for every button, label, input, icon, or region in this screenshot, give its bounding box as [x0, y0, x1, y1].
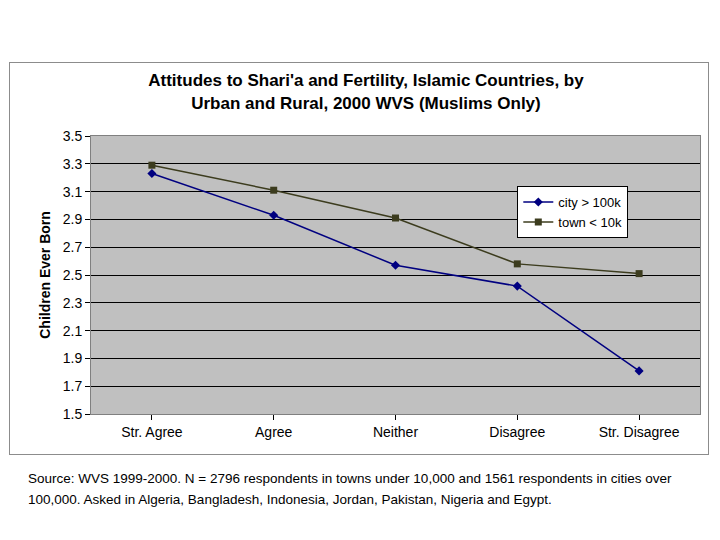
svg-text:3.3: 3.3	[63, 156, 83, 172]
html-text:Source: WVS 1999-2000. N = 279: Source: WVS 1999-2000. N = 2796 responde…	[28, 471, 672, 507]
svg-text:2.1: 2.1	[63, 323, 83, 339]
svg-text:3.5: 3.5	[63, 128, 83, 144]
svg-text:2.7: 2.7	[63, 239, 83, 255]
svg-text:Neither: Neither	[373, 424, 418, 440]
svg-text:2.5: 2.5	[63, 267, 83, 283]
svg-text:Disagree: Disagree	[489, 424, 545, 440]
svg-text:Agree: Agree	[255, 424, 293, 440]
svg-text:1.7: 1.7	[63, 378, 83, 394]
svg-text:city > 100k: city > 100k	[558, 195, 621, 210]
svg-text:Str. Disagree: Str. Disagree	[599, 424, 680, 440]
svg-text:town < 10k: town < 10k	[558, 215, 622, 230]
svg-text:2.9: 2.9	[63, 211, 83, 227]
svg-text:1.5: 1.5	[63, 406, 83, 422]
svg-text:1.9: 1.9	[63, 350, 83, 366]
svg-text:Str. Agree: Str. Agree	[121, 424, 183, 440]
svg-text:Children Ever Born: Children Ever Born	[37, 211, 53, 339]
svg-text:2.3: 2.3	[63, 295, 83, 311]
svg-text:Attitudes to Shari'a and Ferti: Attitudes to Shari'a and Fertility, Isla…	[148, 71, 584, 112]
svg-text:3.1: 3.1	[63, 184, 83, 200]
